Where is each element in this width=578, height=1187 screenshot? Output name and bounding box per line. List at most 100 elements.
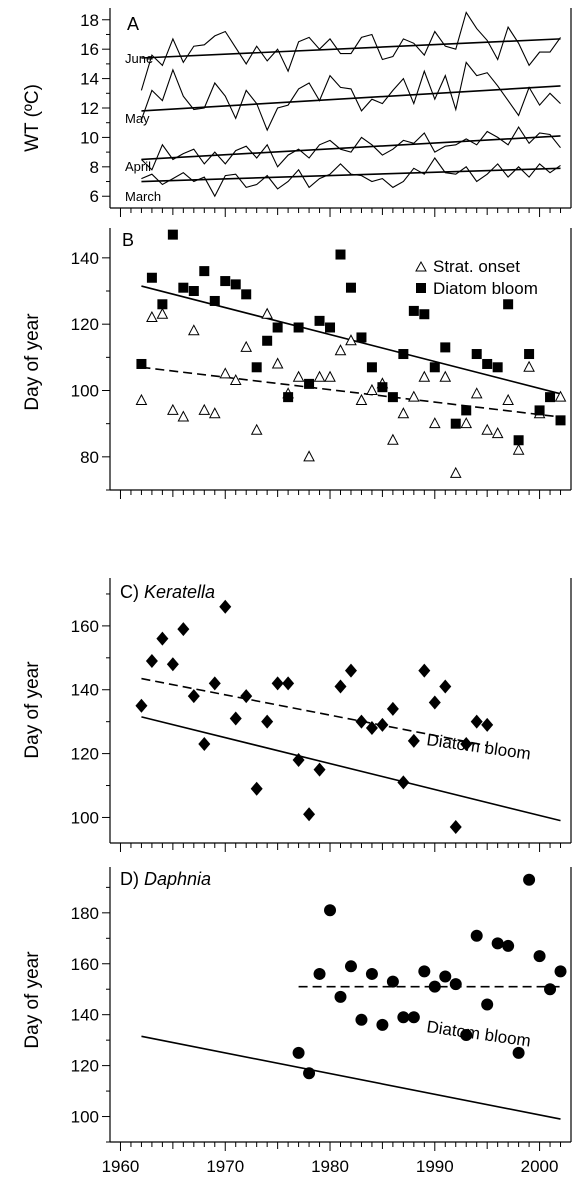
panel-d-daphnia-point <box>376 1018 389 1031</box>
panel-b-diatom-bloom-point <box>524 349 535 360</box>
panel-c-y-axis-label: Day of year <box>22 661 43 759</box>
panel-c-keratella-point <box>470 714 483 729</box>
panel-b-y-tick-label: 140 <box>71 249 99 268</box>
panel-c-keratella-point <box>219 599 232 614</box>
panel-b-strat-onset-point <box>303 450 315 462</box>
panel-a-series-june <box>140 11 561 91</box>
panel-d-daphnia-point <box>460 1029 473 1042</box>
x-tick-label-1990: 1990 <box>416 1157 454 1176</box>
x-tick-label-1980: 1980 <box>311 1157 349 1176</box>
panel-b-strat-onset-point <box>428 417 441 429</box>
panel-b-strat-onset-point <box>271 357 284 369</box>
panel-d-y-axis-label: Day of year <box>22 951 43 1049</box>
panel-d-y-tick-label: 120 <box>71 1057 99 1076</box>
panel-c-keratella-point <box>365 721 378 736</box>
panel-d-daphnia-point <box>292 1046 305 1059</box>
panel-d-daphnia-point <box>449 978 462 991</box>
panel-c-y-tick-label: 120 <box>71 745 99 764</box>
panel-d-daphnia-point <box>365 967 378 980</box>
panel-b-strat-onset-point <box>387 433 399 445</box>
panel-b-strat-onset-point <box>313 370 326 382</box>
panel-c-keratella-point <box>250 781 263 796</box>
panel-b-diatom-bloom-point <box>199 266 210 277</box>
panel-c-trendline-diatom-bloom <box>141 716 561 822</box>
panel-b-diatom-bloom-point <box>534 405 545 416</box>
panel-b-diatom-bloom-point <box>482 358 493 369</box>
panel-c-keratella-point <box>135 698 148 713</box>
panel-b-diatom-bloom-point <box>408 305 419 316</box>
panel-b-diatom-bloom-point <box>335 249 346 260</box>
panel-c-keratella-point <box>208 676 221 691</box>
panel-d-diatom-bloom-label: Diatom bloom <box>425 1017 531 1050</box>
panel-b-strat-onset-point <box>167 403 179 415</box>
panel-a-y-tick-label: 18 <box>80 11 99 30</box>
panel-b-diatom-bloom-point <box>513 435 524 446</box>
panel-b-strat-onset-point <box>250 423 263 435</box>
x-tick-label-2000: 2000 <box>521 1157 559 1176</box>
panel-d-daphnia-point <box>313 967 326 980</box>
panel-d-daphnia-point <box>344 960 357 973</box>
april-label: April <box>125 159 151 174</box>
panel-b-diatom-bloom-point <box>419 309 430 320</box>
panel-d-daphnia-point <box>481 998 494 1011</box>
panel-b-y-tick-label: 100 <box>71 382 99 401</box>
panel-b-diatom-bloom-point <box>293 322 304 333</box>
panel-d-daphnia-point <box>397 1011 410 1024</box>
panel-a-y-tick-label: 12 <box>80 99 99 118</box>
panel-b-diatom-bloom-point <box>345 282 356 293</box>
panel-b-diatom-bloom-point <box>440 342 451 353</box>
chart-marks: 6 8 10 12 14 16 18 80 100 120 140 100 120 140 160 100 12… <box>71 8 572 1176</box>
panel-c-keratella-point <box>344 663 357 678</box>
panel-c-keratella-point <box>240 689 253 704</box>
panel-b-y-axis-label: Day of year <box>22 313 43 411</box>
panel-b-diatom-bloom-point <box>167 229 178 240</box>
panel-d-heading: D) Daphnia <box>120 869 211 889</box>
panel-c-keratella-point <box>292 752 305 767</box>
panel-b-diatom-bloom-point <box>304 378 315 389</box>
panel-b-diatom-bloom-point <box>146 272 157 283</box>
panel-d-daphnia-point <box>544 983 557 996</box>
panel-c-keratella-point <box>156 631 169 646</box>
panel-b-diatom-bloom-point <box>555 415 566 426</box>
panel-b-diatom-bloom-point <box>503 299 514 310</box>
x-tick-label-1970: 1970 <box>206 1157 244 1176</box>
panel-c-keratella-point <box>449 820 462 835</box>
panel-b-strat-onset-point <box>366 383 378 396</box>
panel-b-strat-onset-point <box>481 423 494 435</box>
panel-b-diatom-bloom-point <box>492 362 503 373</box>
panel-b-strat-onset-point <box>261 307 273 319</box>
panel-a-trendline-june <box>141 38 561 59</box>
panel-b-diatom-bloom-point <box>272 322 283 333</box>
panel-d-daphnia-point <box>418 965 431 978</box>
panel-c-keratella-point <box>282 676 295 691</box>
panel-c-keratella-point <box>145 654 158 669</box>
panel-b-strat-onset-point <box>418 370 431 382</box>
panel-d-daphnia-point <box>533 950 546 963</box>
panel-a-trendline-march <box>141 167 561 183</box>
panel-b-diatom-bloom-point <box>251 362 262 373</box>
panel-c-keratella-point <box>177 622 190 637</box>
panel-d-y-tick-label: 140 <box>71 1006 99 1025</box>
panel-b-diatom-bloom-point <box>136 358 147 369</box>
panel-b-trendline-strat-onset <box>141 366 561 418</box>
panel-c-trendline-keratella <box>141 677 488 747</box>
legend-strat-onset-label: Strat. onset <box>433 257 520 276</box>
panel-a-trendline-april <box>141 135 561 161</box>
may-label: May <box>125 111 150 126</box>
panel-b-strat-onset-point <box>523 360 535 372</box>
panel-d-daphnia-point <box>303 1067 316 1080</box>
panel-c-title: C) Keratella <box>120 582 215 602</box>
june-label: June <box>125 51 153 66</box>
panel-b-strat-onset-point <box>135 393 148 405</box>
panel-c-keratella-point <box>303 807 316 822</box>
legend-diatom-bloom-label: Diatom bloom <box>433 279 538 298</box>
x-tick-label-1960: 1960 <box>102 1157 140 1176</box>
panel-c-species: Keratella <box>144 582 215 602</box>
panel-c-keratella-point <box>386 701 399 716</box>
panel-d-y-tick-label: 180 <box>71 904 99 923</box>
panel-d-daphnia-point <box>428 980 441 993</box>
panel-a-series-april <box>141 126 561 171</box>
legend: Strat. onset Diatom bloom <box>415 257 538 298</box>
panel-a-title: A <box>127 14 139 34</box>
panel-c-keratella-point <box>428 695 441 710</box>
